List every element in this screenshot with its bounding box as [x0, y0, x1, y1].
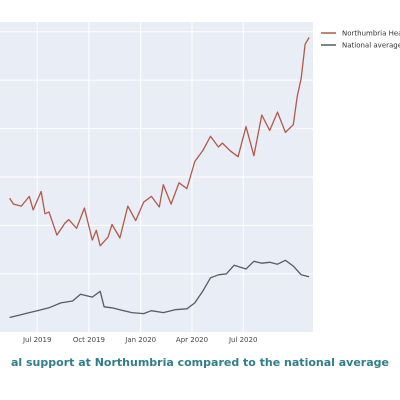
x-axis-tick-labels: Jul 2019 Oct 2019 Jan 2020 Apr 2020 Jul 2020	[22, 336, 257, 344]
x-tick-label-3: Apr 2020	[176, 336, 208, 344]
legend-label-1: National average	[342, 42, 400, 50]
x-tick-label-0: Jul 2019	[22, 336, 52, 344]
legend-label-0: Northumbria Hea	[342, 30, 400, 38]
legend: Northumbria Hea National average	[321, 30, 400, 50]
x-tick-label-1: Oct 2019	[73, 336, 105, 344]
series-lines	[9, 37, 310, 319]
series-line-national-average	[9, 259, 310, 319]
series-line-northumbria	[9, 37, 310, 247]
chart-caption: al support at Northumbria compared to th…	[10, 356, 389, 369]
x-tick-label-2: Jan 2020	[124, 336, 156, 344]
grid-lines	[0, 22, 313, 332]
x-tick-label-4: Jul 2020	[228, 336, 258, 344]
